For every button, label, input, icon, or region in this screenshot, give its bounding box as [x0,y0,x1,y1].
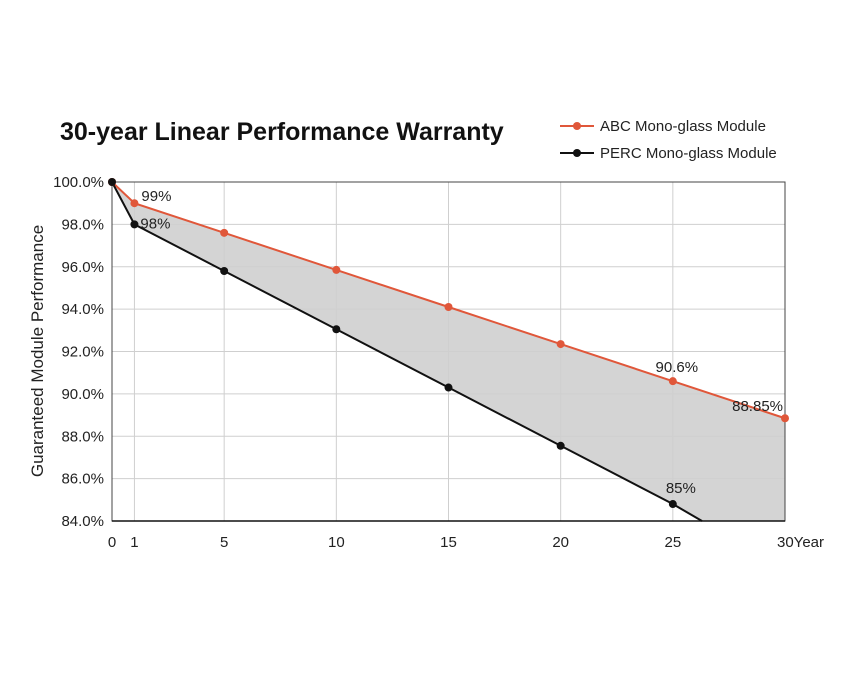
perc-point-20 [556,441,565,450]
abc-point-25 [668,377,677,386]
y-tick-label-5: 90.0% [61,386,104,403]
abc-point-1 [130,199,139,208]
abc-point-5 [220,228,229,237]
legend-label-abc: ABC Mono-glass Module [600,118,766,135]
y-tick-label-0: 100.0% [53,174,104,191]
x-tick-label-7: 30Year [777,534,824,551]
x-tick-label-6: 25 [664,534,681,551]
legend-entry-abc: ABC Mono-glass Module [560,118,766,135]
x-tick-label-3: 10 [328,534,345,551]
legend-marker-perc [573,149,581,157]
legend-marker-abc [573,122,581,130]
abc-point-20 [556,340,565,349]
series-line-abc [111,181,786,420]
series-line-perc [111,181,703,522]
legend-entry-perc: PERC Mono-glass Module [560,145,777,162]
x-tick-label-2: 5 [220,534,228,551]
legend-label-perc: PERC Mono-glass Module [600,145,777,162]
perc-point-0 [108,178,116,186]
y-tick-label-1: 98.0% [61,216,104,233]
abc-data-label-25: 90.6% [656,359,699,376]
x-tick-label-4: 15 [440,534,457,551]
y-axis-label: Guaranteed Module Performance [28,225,47,477]
x-tick-label-0: 0 [108,534,116,551]
y-tick-label-2: 96.0% [61,259,104,276]
abc-data-label-30: 88.85% [732,398,783,415]
y-tick-label-3: 94.0% [61,301,104,318]
y-tick-label-4: 92.0% [61,344,104,361]
abc-data-label-1: 99% [141,188,171,205]
plot-area: 100.0% 98.0% 96.0% 94.0% 92.0% 90.0% 88.0% 86.0… [53,174,824,551]
perc-data-label-1: 98% [140,215,170,232]
perc-point-25 [668,500,677,509]
abc-point-15 [444,303,453,312]
x-tick-label-1: 1 [130,534,138,551]
abc-point-30 [781,414,789,423]
abc-point-10 [332,265,341,274]
x-tick-label-5: 20 [552,534,569,551]
perc-point-15 [444,383,453,392]
perc-data-label-25: 85% [666,480,696,497]
y-tick-label-8: 84.0% [61,513,104,530]
perc-point-1 [130,220,139,229]
chart-title: 30-year Linear Performance Warranty [60,118,504,146]
y-tick-label-7: 86.0% [61,471,104,488]
perc-point-5 [220,266,229,275]
perc-point-10 [332,325,341,334]
y-tick-label-6: 88.0% [61,428,104,445]
legend: ABC Mono-glass Module PERC Mono-glass Mo… [560,118,777,162]
